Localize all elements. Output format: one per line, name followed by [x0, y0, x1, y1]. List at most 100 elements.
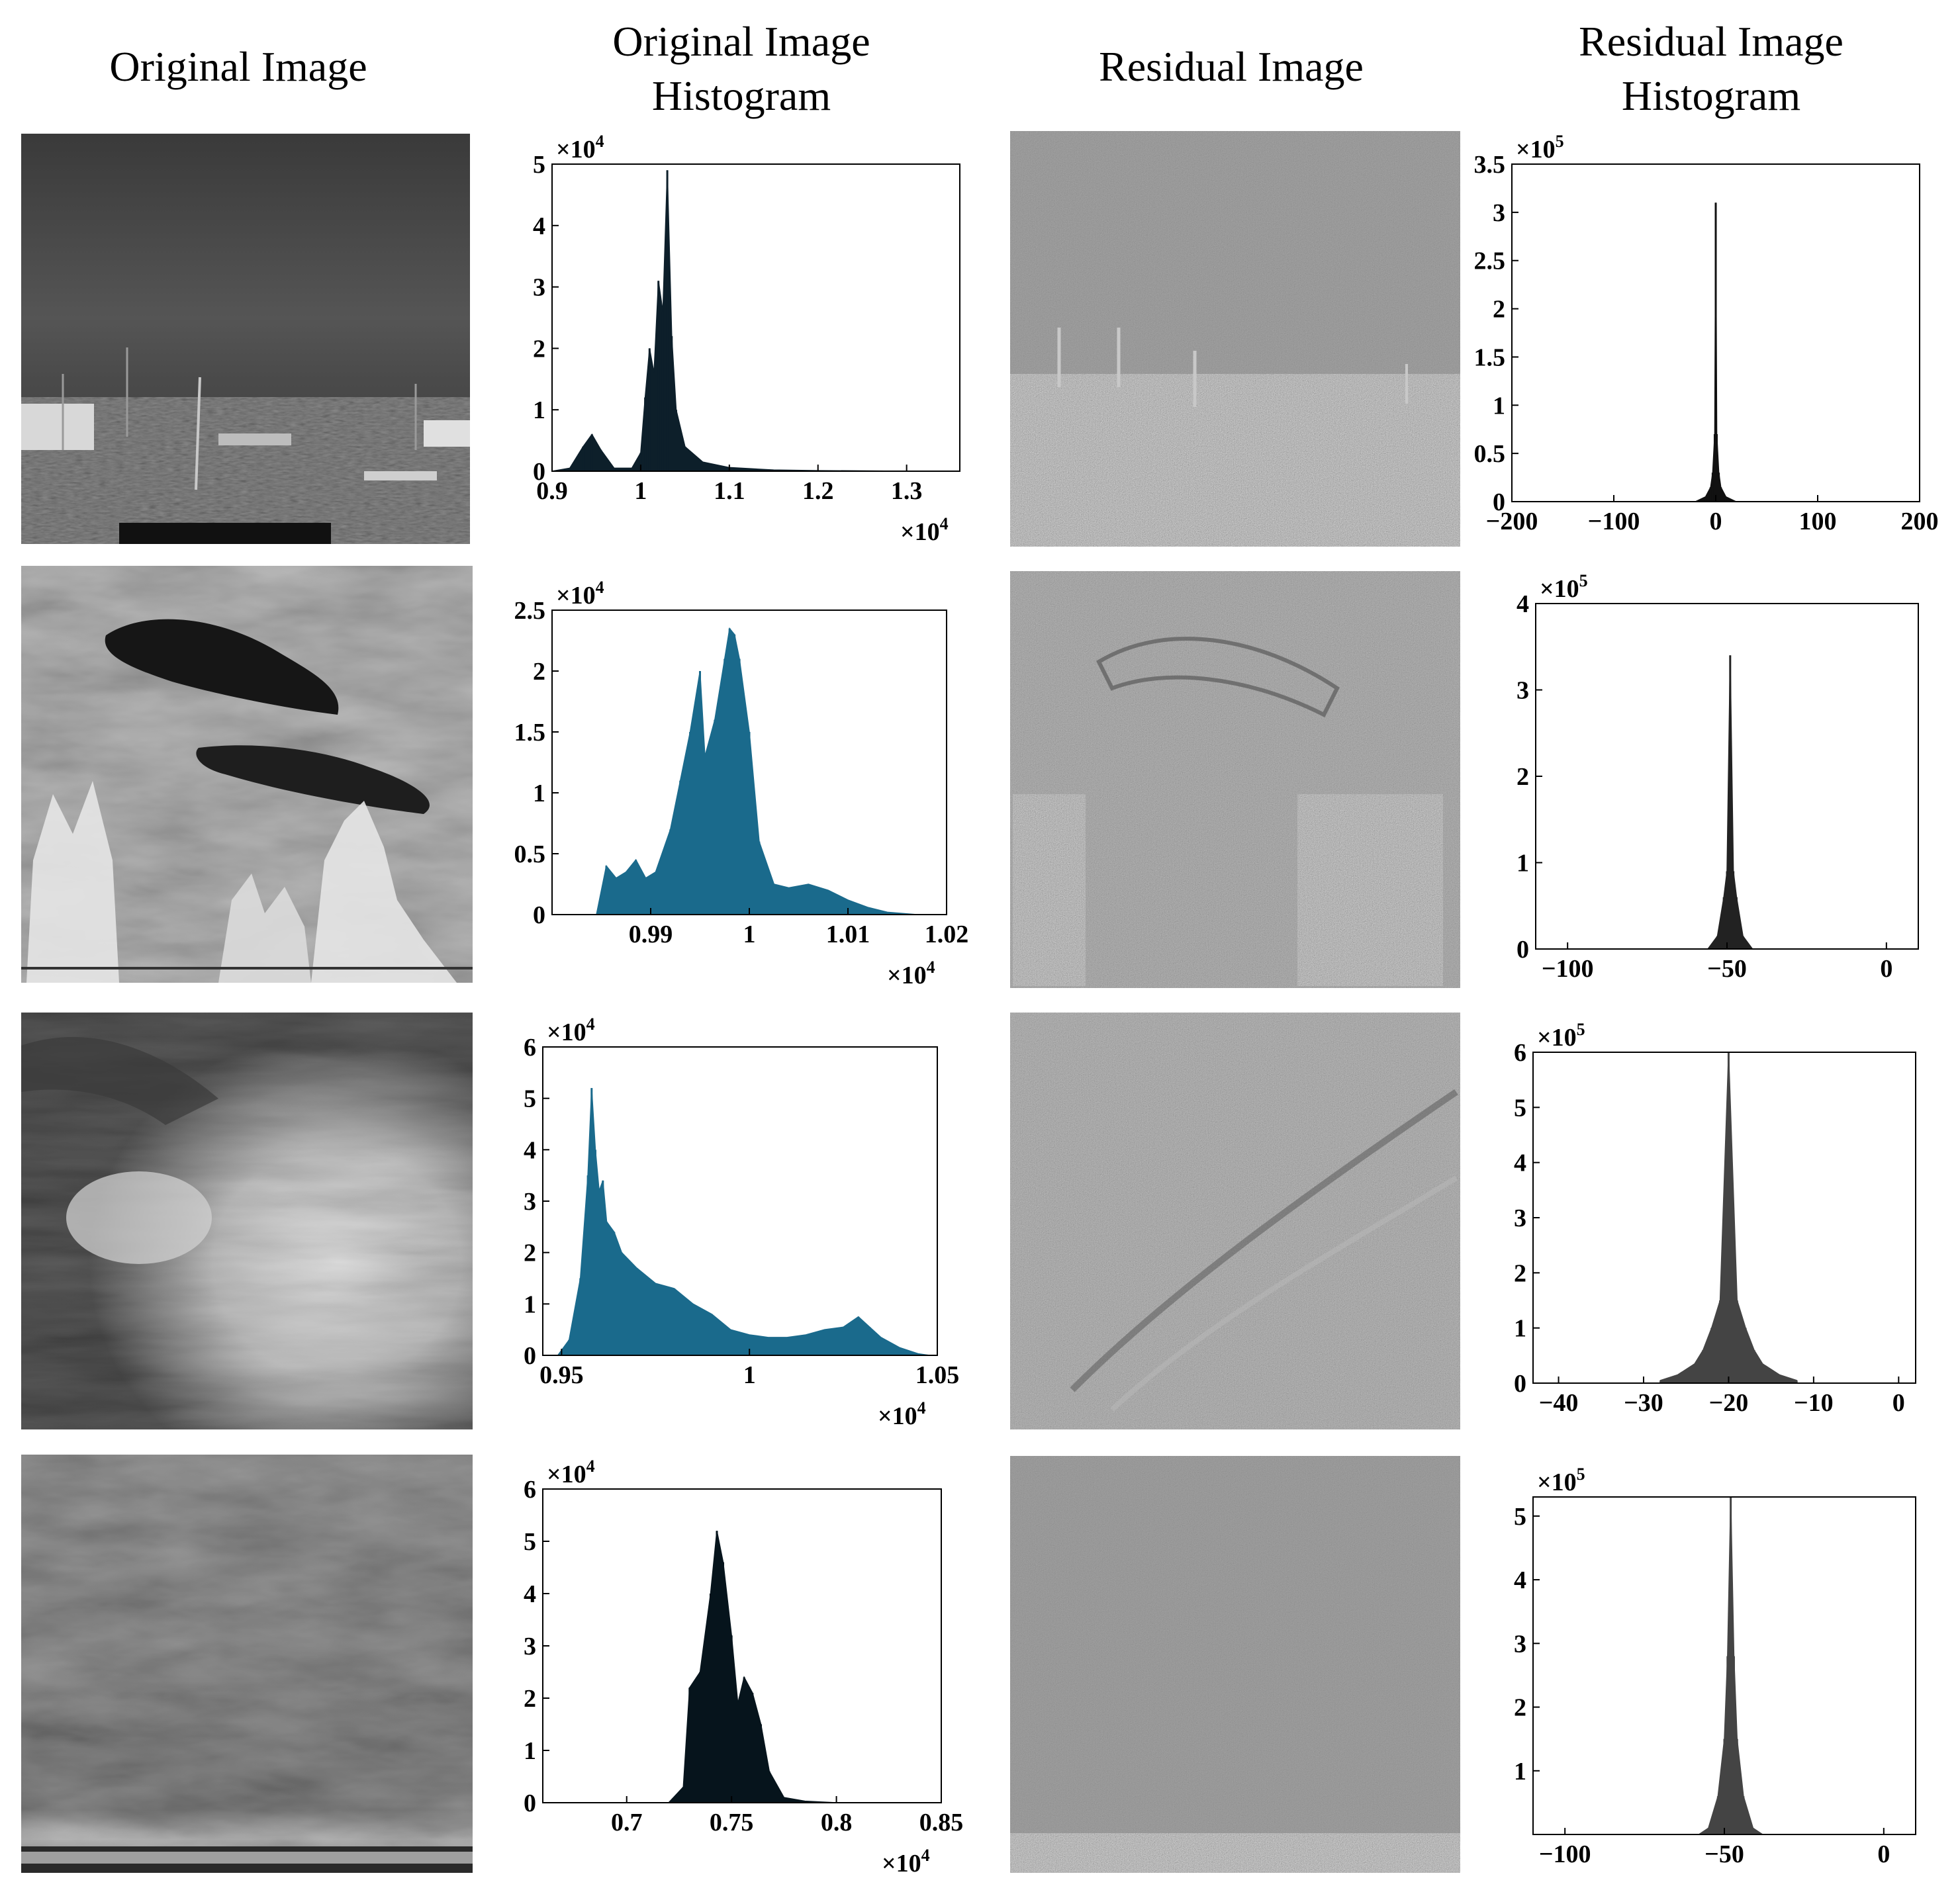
orig-hist-3-ytick-label-0: 0	[524, 1342, 536, 1370]
orig-hist-2-y-exponent-sup: 4	[596, 578, 604, 597]
resid-hist-3-ytick-label-5: 5	[1514, 1094, 1526, 1122]
orig-hist-2-area	[596, 627, 917, 915]
orig-hist-1-ytick-label-1: 1	[533, 396, 545, 424]
resid-hist-3-xtick-label-4: 0	[1892, 1389, 1905, 1417]
resid-hist-2-ytick-label-1: 1	[1517, 850, 1529, 878]
orig-hist-3-ytick-label-1: 1	[524, 1290, 536, 1318]
orig-hist-3-ytick-label-3: 3	[524, 1188, 536, 1216]
orig-hist-2: 0.99 1 1.01 1.02 0 0.5 1 1.5 2 2.5 ×104 ×104	[514, 578, 969, 989]
resid-hist-1-ytick-label-5: 2.5	[1474, 248, 1506, 275]
resid-hist-3-ytick-label-1: 1	[1514, 1315, 1526, 1343]
orig-hist-1-xtick-label-0: 0.9	[536, 477, 568, 505]
header-original-image: Original Image	[40, 40, 437, 94]
resid-hist-3-ytick-label-2: 2	[1514, 1259, 1526, 1287]
resid-hist-1-xtick-label-2: 0	[1710, 508, 1722, 535]
orig-hist-1-x-exponent-sup: 4	[940, 514, 949, 533]
orig-hist-4-xtick-label-3: 0.85	[919, 1809, 964, 1836]
resid-hist-1-ytick-label-2: 1	[1493, 392, 1505, 420]
resid-hist-2-y-exponent: ×105	[1540, 571, 1588, 603]
orig-hist-3-y-exponent-sup: 4	[586, 1015, 595, 1034]
resid-hist-1-xtick-label-4: 200	[1901, 508, 1939, 535]
orig-hist-4-y-exponent-sup: 4	[586, 1457, 595, 1476]
resid-hist-4-y-exponent: ×105	[1537, 1465, 1585, 1496]
orig-hist-2-ytick-label-0: 0	[533, 901, 545, 929]
orig-hist-3-xtick-label-0: 0.95	[539, 1361, 584, 1389]
resid-hist-1-ytick-label-7: 3.5	[1474, 151, 1506, 179]
orig-hist-2-y-exponent: ×104	[556, 578, 604, 610]
orig-hist-1-ytick-label-5: 5	[533, 151, 545, 179]
orig-hist-3-ytick-label-5: 5	[524, 1085, 536, 1113]
orig-hist-2-x-exponent: ×104	[887, 958, 935, 989]
resid-hist-2-y-exponent-sup: 5	[1579, 571, 1588, 590]
resid-hist-2-ytick-label-2: 2	[1517, 763, 1529, 791]
orig-hist-1-xtick-label-4: 1.3	[891, 477, 923, 505]
orig-hist-1-xtick-label-2: 1.1	[714, 477, 745, 505]
resid-hist-1: −200 −100 0 100 200 0 0.5 1 1.5 2 2.5 3 3.5 ×105	[1474, 132, 1939, 535]
orig-hist-1-axes-box	[551, 163, 960, 472]
resid-hist-4-xtick-label-2: 0	[1877, 1840, 1890, 1868]
resid-hist-4-xtick-label-1: −50	[1704, 1840, 1744, 1868]
orig-hist-4-ytick-label-3: 3	[524, 1633, 536, 1660]
resid-hist-3-xtick-label-2: −20	[1709, 1389, 1749, 1417]
resid-hist-2-xtick-label-2: 0	[1880, 955, 1892, 983]
orig-hist-1-y-exponent-sup: 4	[596, 132, 604, 151]
resid-hist-1-y-exponent: ×105	[1516, 132, 1564, 163]
orig-hist-2-x-exponent-sup: 4	[927, 958, 935, 977]
orig-hist-4-xtick-label-2: 0.8	[821, 1809, 853, 1836]
orig-hist-2-xtick-label-3: 1.02	[925, 921, 969, 948]
header-residual-histogram-line1: Residual Image	[1579, 18, 1843, 65]
resid-hist-4-ytick-label-0: 1	[1514, 1758, 1526, 1785]
header-residual-image: Residual Image	[1033, 40, 1430, 94]
orig-hist-1-ytick-label-0: 0	[533, 458, 545, 486]
orig-hist-4-x-exponent-sup: 4	[921, 1846, 930, 1865]
orig-hist-1-xtick-label-3: 1.2	[802, 477, 834, 505]
orig-hist-4-ytick-label-5: 5	[524, 1528, 536, 1556]
orig-hist-1-area	[551, 170, 951, 472]
residual-image-4	[1010, 1456, 1460, 1873]
orig-hist-4-ytick-label-2: 2	[524, 1685, 536, 1713]
resid-hist-1-ytick-label-1: 0.5	[1474, 440, 1506, 468]
orig-hist-3-area	[557, 1088, 930, 1356]
orig-hist-2-ytick-label-4: 2	[533, 658, 545, 686]
orig-hist-4-y-exponent: ×104	[547, 1457, 595, 1488]
orig-hist-2-xtick-label-0: 0.99	[629, 921, 673, 948]
header-original-image-text: Original Image	[109, 43, 367, 90]
resid-hist-1-ytick-label-0: 0	[1493, 488, 1505, 516]
resid-hist-1-y-exponent-sup: 5	[1556, 132, 1564, 151]
orig-hist-1-x-exponent: ×104	[900, 514, 949, 546]
orig-hist-3-x-exponent: ×104	[878, 1398, 926, 1430]
resid-hist-3-xtick-label-0: −40	[1539, 1389, 1579, 1417]
resid-hist-3: −40 −30 −20 −10 0 0 1 2 3 4 5 6 ×105	[1514, 1020, 1916, 1417]
resid-hist-2-xtick-label-1: −50	[1707, 955, 1747, 983]
residual-image-1	[1010, 131, 1460, 547]
orig-hist-2-xtick-label-1: 1	[743, 921, 756, 948]
resid-hist-3-y-exponent: ×105	[1537, 1020, 1585, 1052]
orig-hist-2-ytick-label-2: 1	[533, 780, 545, 807]
resid-hist-4-ytick-label-3: 4	[1514, 1566, 1526, 1594]
header-original-histogram-line2: Histogram	[651, 72, 831, 119]
resid-hist-2-xtick-label-0: −100	[1542, 955, 1594, 983]
resid-hist-4-y-exponent-sup: 5	[1577, 1465, 1585, 1484]
orig-hist-3-y-exponent: ×104	[547, 1015, 595, 1046]
orig-hist-1: 0.9 1 1.1 1.2 1.3 0 1 2 3 4 5 ×104 ×104	[533, 132, 960, 546]
header-residual-histogram: Residual Image Histogram	[1513, 15, 1910, 123]
orig-hist-1-y-exponent: ×104	[556, 132, 604, 163]
orig-hist-4-ytick-label-4: 4	[524, 1580, 536, 1608]
resid-hist-1-ytick-label-3: 1.5	[1474, 343, 1506, 371]
orig-hist-3-xtick-label-1: 1	[743, 1361, 756, 1389]
residual-image-3	[1010, 1013, 1460, 1429]
header-original-histogram: Original Image Histogram	[543, 15, 940, 123]
orig-hist-3-ytick-label-2: 2	[524, 1240, 536, 1267]
resid-hist-3-xtick-label-3: −10	[1794, 1389, 1834, 1417]
resid-hist-3-ytick-label-0: 0	[1514, 1370, 1526, 1398]
orig-hist-1-xtick-label-1: 1	[634, 477, 647, 505]
orig-hist-1-ytick-label-4: 4	[533, 212, 545, 240]
resid-hist-3-ytick-label-6: 6	[1514, 1039, 1526, 1067]
header-original-histogram-line1: Original Image	[612, 18, 870, 65]
resid-hist-2-ytick-label-3: 3	[1517, 677, 1529, 705]
resid-hist-1-xtick-label-3: 100	[1799, 508, 1837, 535]
orig-hist-3-x-exponent-sup: 4	[917, 1398, 926, 1418]
original-image-4	[21, 1455, 473, 1873]
